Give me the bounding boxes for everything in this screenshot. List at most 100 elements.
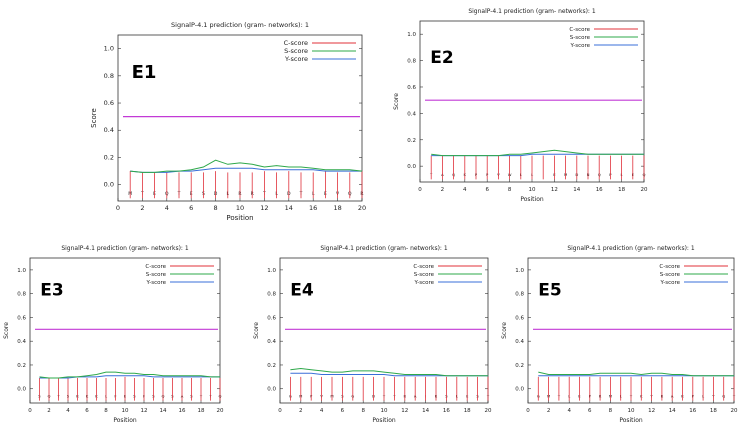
sequence-residue: L: [620, 394, 623, 399]
s-score-line: [290, 367, 488, 377]
panel-label: E1: [132, 62, 157, 83]
y-tick-label: 1.0: [17, 268, 26, 274]
y-tick-label: 0.8: [515, 292, 524, 298]
chart-title: SignalP-4.1 prediction (gram- networks):…: [567, 245, 695, 252]
y-tick-label: 0.2: [515, 363, 524, 369]
x-axis-label: Position: [372, 417, 396, 424]
s-score-line: [431, 149, 644, 157]
y-tick-label: 0.0: [17, 387, 26, 393]
y-axis-label: Score: [393, 93, 400, 110]
x-tick-label: 18: [464, 408, 471, 414]
legend-label: S-score: [570, 35, 591, 41]
y-tick-label: 0.6: [515, 315, 524, 321]
x-axis-label: Position: [226, 214, 253, 222]
legend-label: Y-score: [660, 280, 681, 286]
y-tick-label: 0.6: [104, 99, 114, 107]
y-tick-label: 0.4: [515, 339, 524, 345]
chart-title: SignalP-4.1 prediction (gram- networks):…: [171, 21, 309, 29]
x-tick-label: 10: [628, 408, 635, 414]
y-tick-label: 1.0: [515, 268, 524, 274]
x-tick-label: 12: [141, 408, 148, 414]
x-tick-label: 10: [122, 408, 129, 414]
y-tick-label: 0.6: [407, 85, 416, 91]
x-tick-label: 0: [116, 204, 120, 212]
x-tick-label: 12: [648, 408, 655, 414]
x-tick-label: 20: [358, 204, 366, 212]
x-tick-label: 20: [641, 187, 648, 193]
x-tick-label: 2: [140, 204, 144, 212]
y-tick-label: 1.0: [407, 32, 416, 38]
y-tick-label: 0.4: [267, 339, 276, 345]
x-tick-label: 16: [596, 187, 603, 193]
y-tick-label: 0.8: [407, 59, 416, 65]
x-tick-label: 0: [418, 187, 422, 193]
sequence-residue: L: [105, 394, 108, 399]
legend-label: Y-score: [146, 280, 167, 286]
x-tick-label: 6: [85, 408, 89, 414]
chart-title: SignalP-4.1 prediction (gram- networks):…: [320, 245, 448, 252]
y-tick-label: 1.0: [267, 268, 276, 274]
y-tick-label: 0.6: [17, 315, 26, 321]
x-tick-label: 2: [299, 408, 303, 414]
y-tick-label: 0.4: [17, 339, 26, 345]
panel-label: E3: [40, 281, 63, 301]
x-tick-label: 16: [179, 408, 186, 414]
x-axis-label: Position: [619, 417, 643, 424]
x-axis-label: Position: [113, 417, 137, 424]
s-score-line: [39, 371, 220, 379]
y-tick-label: 1.0: [104, 45, 114, 53]
x-tick-label: 4: [463, 187, 467, 193]
x-axis-label: Position: [520, 196, 544, 203]
x-tick-label: 16: [309, 204, 317, 212]
legend-label: C-score: [145, 264, 166, 270]
x-tick-label: 16: [443, 408, 450, 414]
x-tick-label: 2: [47, 408, 51, 414]
x-tick-label: 12: [260, 204, 268, 212]
x-tick-label: 12: [401, 408, 408, 414]
x-tick-label: 12: [551, 187, 558, 193]
legend-label: C-score: [284, 39, 308, 47]
x-tick-label: 6: [485, 187, 489, 193]
x-tick-label: 4: [165, 204, 169, 212]
x-tick-label: 18: [618, 187, 625, 193]
y-tick-label: 0.4: [104, 126, 114, 134]
x-tick-label: 0: [526, 408, 530, 414]
x-tick-label: 16: [689, 408, 696, 414]
y-tick-label: 0.2: [104, 153, 114, 161]
x-tick-label: 2: [547, 408, 551, 414]
y-tick-label: 0.8: [17, 292, 26, 298]
x-tick-label: 6: [189, 204, 193, 212]
sequence-residue: L: [568, 394, 571, 399]
y-score-line: [39, 375, 220, 379]
y-axis-label: Score: [3, 322, 10, 339]
x-tick-label: 14: [669, 408, 676, 414]
x-tick-label: 4: [567, 408, 571, 414]
y-tick-label: 0.6: [267, 315, 276, 321]
legend-label: Y-score: [570, 43, 591, 49]
x-tick-label: 8: [361, 408, 365, 414]
x-tick-label: 20: [217, 408, 224, 414]
y-axis-label: Score: [253, 322, 260, 339]
legend-label: S-score: [284, 47, 308, 55]
x-tick-label: 0: [278, 408, 282, 414]
x-tick-label: 18: [710, 408, 717, 414]
x-tick-label: 14: [285, 204, 293, 212]
sequence-residue: L: [531, 172, 534, 177]
x-tick-label: 6: [588, 408, 592, 414]
x-tick-label: 20: [731, 408, 738, 414]
sequence-residue: L: [621, 172, 624, 177]
legend-label: Y-score: [284, 55, 308, 63]
x-tick-label: 20: [485, 408, 492, 414]
legend-label: Y-score: [414, 280, 435, 286]
x-tick-label: 10: [529, 187, 536, 193]
x-tick-label: 8: [104, 408, 108, 414]
x-tick-label: 14: [422, 408, 429, 414]
chart-title: SignalP-4.1 prediction (gram- networks):…: [61, 245, 189, 252]
legend-label: C-score: [413, 264, 434, 270]
x-tick-label: 14: [160, 408, 167, 414]
chart-panel-e5: SignalP-4.1 prediction (gram- networks):…: [501, 245, 738, 424]
chart-panel-e1: SignalP-4.1 prediction (gram- networks):…: [90, 21, 366, 222]
y-score-line: [130, 167, 362, 173]
y-axis-label: Score: [501, 322, 508, 339]
